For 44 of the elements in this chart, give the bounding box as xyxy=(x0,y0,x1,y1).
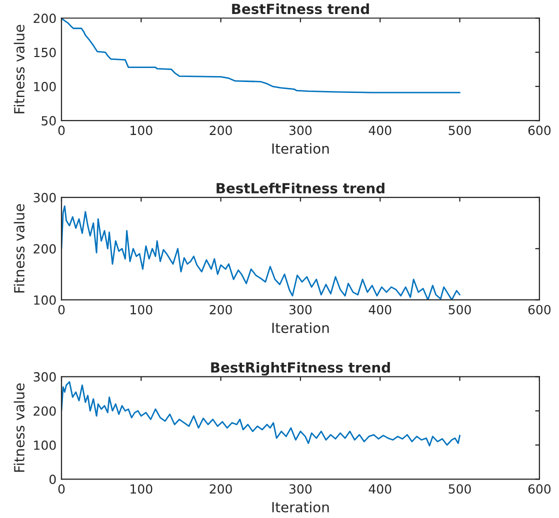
x-tick-label: 200 xyxy=(210,484,232,494)
y-tick-label: 100 xyxy=(34,295,56,305)
x-tick-label: 200 xyxy=(210,304,232,314)
x-tick-label: 600 xyxy=(528,484,551,494)
x-tick-label: 0 xyxy=(58,126,65,136)
x-tick-label: 200 xyxy=(210,126,232,136)
line-series xyxy=(61,18,460,94)
x-tick-label: 0 xyxy=(58,484,65,494)
y-axis-title: Fitness value xyxy=(14,24,25,114)
y-tick-label: 100 xyxy=(34,82,56,92)
x-axis-title: Iteration xyxy=(272,502,329,512)
line-series xyxy=(61,205,460,300)
x-tick-label: 400 xyxy=(368,304,392,314)
line-series xyxy=(61,381,460,446)
y-axis-title: Fitness value xyxy=(14,383,25,472)
x-tick-label: 600 xyxy=(528,126,551,136)
x-tick-label: 100 xyxy=(130,304,152,314)
x-tick-label: 400 xyxy=(368,484,392,494)
x-tick-label: 100 xyxy=(130,484,152,494)
x-tick-label: 300 xyxy=(289,304,312,314)
y-tick-label: 100 xyxy=(34,440,56,450)
x-tick-label: 300 xyxy=(289,484,312,494)
y-tick-label: 50 xyxy=(42,116,56,126)
chart-title: BestLeftFitness trend xyxy=(216,182,384,194)
y-tick-label: 0 xyxy=(50,474,56,484)
chart-title: BestFitness trend xyxy=(232,3,369,14)
x-tick-label: 500 xyxy=(448,304,471,314)
y-tick-label: 300 xyxy=(34,372,56,382)
y-axis-title: Fitness value xyxy=(14,204,25,293)
x-tick-label: 100 xyxy=(130,126,152,136)
x-tick-label: 500 xyxy=(448,484,471,494)
chart-title: BestRightFitness trend xyxy=(211,362,390,376)
y-tick-label: 300 xyxy=(34,192,56,202)
x-tick-label: 0 xyxy=(58,304,65,314)
y-tick-label: 200 xyxy=(34,14,56,24)
y-tick-label: 200 xyxy=(34,406,56,416)
x-tick-label: 400 xyxy=(368,126,392,136)
x-tick-label: 500 xyxy=(448,126,471,136)
y-tick-label: 200 xyxy=(34,244,56,254)
x-axis-title: Iteration xyxy=(272,322,329,334)
x-tick-label: 300 xyxy=(289,126,312,136)
y-tick-label: 150 xyxy=(34,48,56,58)
x-tick-label: 600 xyxy=(528,304,551,314)
x-axis-title: Iteration xyxy=(272,143,329,154)
